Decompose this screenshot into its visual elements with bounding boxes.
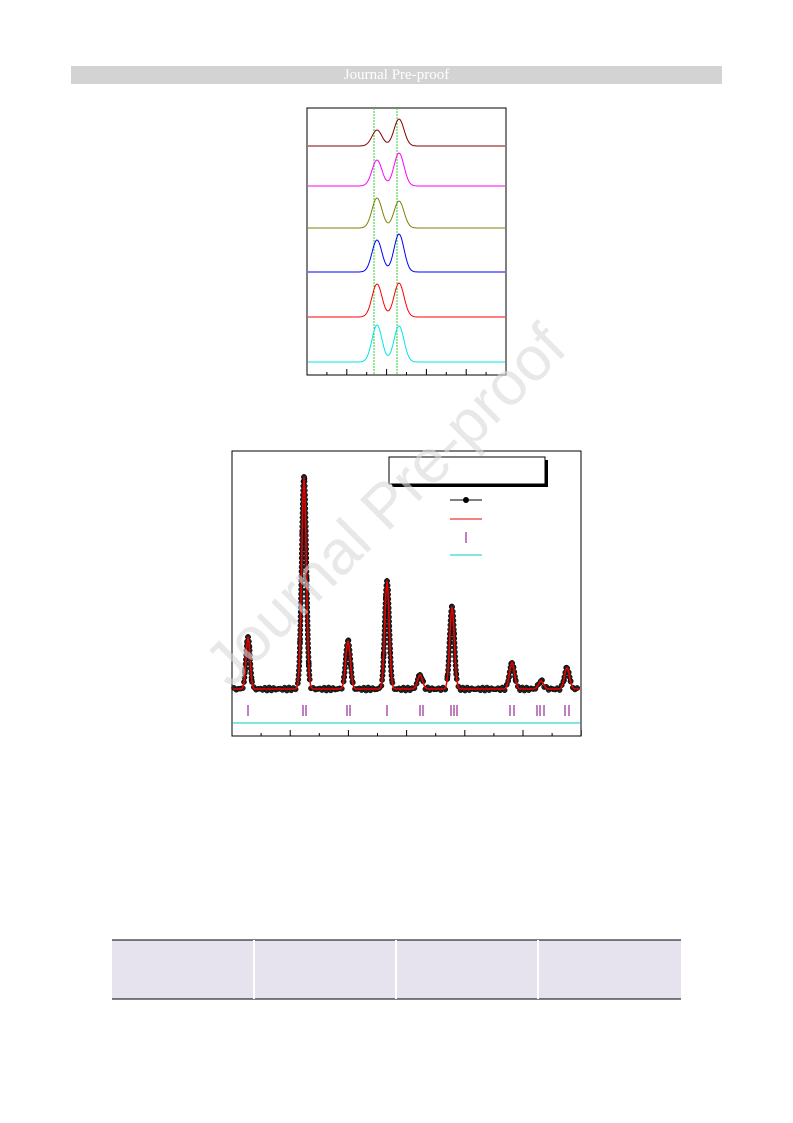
- profile-curve: [308, 118, 505, 147]
- observed-point: [574, 685, 581, 691]
- figure-1: [306, 107, 507, 376]
- profile-curve: [308, 282, 505, 318]
- table: [112, 939, 681, 1000]
- legend-box: [388, 456, 546, 485]
- profile-curve: [308, 324, 505, 363]
- legend-marker: [463, 497, 469, 503]
- profile-curve: [308, 152, 505, 187]
- plot-frame: [306, 107, 507, 376]
- profile-curve: [308, 197, 505, 229]
- figure-2: [231, 450, 582, 737]
- running-header: Journal Pre-proof: [71, 66, 722, 84]
- profile-curve: [308, 233, 505, 273]
- calculated-curve: [233, 476, 580, 690]
